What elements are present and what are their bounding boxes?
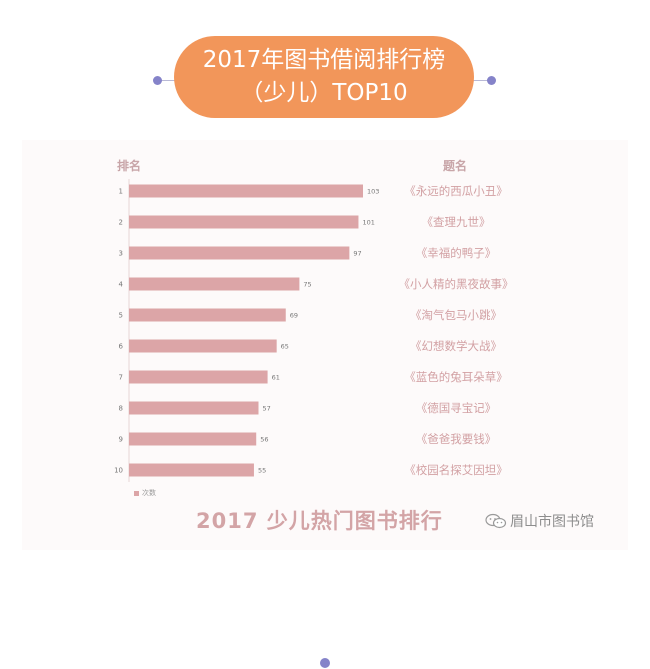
bar — [129, 308, 286, 322]
title-banner: 2017年图书借阅排行榜 （少儿）TOP10 — [174, 36, 474, 118]
book-title: 《查理九世》 — [422, 215, 491, 229]
value-label: 55 — [258, 467, 266, 475]
legend-label: 次数 — [142, 489, 156, 497]
bar — [129, 339, 277, 353]
book-title: 《爸爸我要钱》 — [416, 432, 497, 446]
right-dot — [487, 76, 496, 85]
rank-label: 2 — [119, 219, 123, 227]
value-label: 69 — [290, 312, 298, 320]
title-header: 题名 — [443, 159, 468, 173]
left-dot — [153, 76, 162, 85]
rank-label: 3 — [119, 250, 123, 258]
value-label: 101 — [362, 219, 374, 227]
bar — [129, 463, 254, 477]
value-label: 56 — [260, 436, 268, 444]
bar — [129, 277, 300, 291]
chart-caption: 2017 少儿热门图书排行 — [196, 509, 443, 533]
rank-label: 9 — [119, 436, 123, 444]
value-label: 97 — [353, 250, 361, 258]
title-line-left — [158, 80, 178, 81]
title-line-right — [470, 80, 492, 81]
rank-header: 排名 — [117, 159, 142, 173]
legend-swatch — [134, 490, 139, 496]
wechat-account-name: 眉山市图书馆 — [510, 514, 594, 530]
book-title: 《淘气包马小跳》 — [410, 308, 502, 322]
title-line-1: 2017年图书借阅排行榜 — [202, 47, 446, 73]
rank-label: 6 — [119, 343, 124, 351]
bar — [129, 246, 350, 260]
book-title: 《幸福的鸭子》 — [416, 246, 497, 260]
bar — [129, 432, 257, 446]
value-label: 65 — [281, 343, 289, 351]
book-title: 《幻想数学大战》 — [410, 339, 502, 353]
bar — [129, 401, 259, 415]
rank-label: 7 — [119, 374, 123, 382]
legend: 次数 — [134, 488, 156, 498]
value-label: 75 — [303, 281, 311, 289]
book-title: 《蓝色的兔耳朵草》 — [404, 370, 508, 384]
chart-panel — [22, 140, 628, 550]
rank-label: 4 — [119, 281, 124, 289]
value-label: 57 — [262, 405, 270, 413]
bar — [129, 184, 363, 198]
book-title: 《德国寻宝记》 — [416, 401, 497, 415]
wechat-badge: 眉山市图书馆 — [485, 511, 594, 531]
title-line-2: （少儿）TOP10 — [240, 80, 408, 106]
bottom-dot — [320, 658, 330, 668]
book-title: 《小人精的黑夜故事》 — [399, 277, 514, 291]
bar — [129, 215, 359, 229]
rank-label: 5 — [119, 312, 123, 320]
rank-label: 10 — [114, 467, 123, 475]
book-title: 《校园名探艾因坦》 — [404, 463, 508, 477]
rank-label: 8 — [119, 405, 123, 413]
wechat-icon — [485, 513, 507, 529]
value-label: 103 — [367, 188, 379, 196]
book-title: 《永远的西瓜小丑》 — [404, 184, 508, 198]
value-label: 61 — [272, 374, 280, 382]
bar — [129, 370, 268, 384]
rank-label: 1 — [119, 188, 123, 196]
